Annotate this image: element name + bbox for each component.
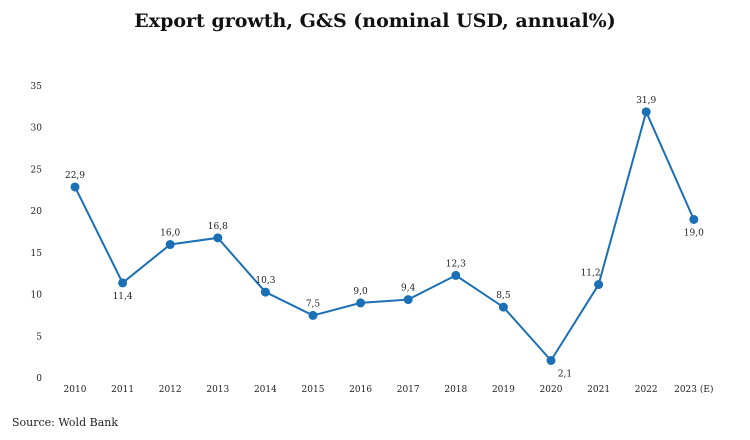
data-label: 12,3	[446, 259, 466, 269]
data-label: 16,8	[208, 222, 228, 232]
data-labels: 22,9 11,4 16,0 16,8 10,3 7,5 9,0 9,4 12,3 8,5 2,1 1…	[65, 96, 704, 380]
y-tick-label: 20	[31, 207, 43, 217]
series-line	[74, 108, 695, 363]
data-point	[403, 295, 413, 305]
y-tick-label: 5	[36, 332, 42, 342]
x-tick-label: 2019	[492, 385, 515, 395]
data-label: 22,9	[65, 171, 85, 181]
data-label: 10,3	[255, 276, 275, 286]
x-tick-label: 2017	[397, 385, 420, 395]
source-note: Source: Wold Bank	[12, 416, 119, 429]
data-label: 16,0	[160, 229, 180, 239]
data-point	[308, 310, 318, 320]
data-label: 8,5	[496, 291, 511, 301]
data-point	[451, 270, 461, 280]
data-label: 19,0	[684, 228, 704, 238]
y-tick-label: 30	[31, 124, 43, 134]
data-label: 11,2	[581, 269, 601, 279]
x-tick-label: 2022	[635, 385, 658, 395]
data-point	[356, 298, 366, 308]
x-axis-ticks: 2010 2011 2012 2013 2014 2015 2016 2017 2018 2019…	[64, 384, 714, 395]
x-tick-label: 2018	[444, 385, 467, 395]
x-tick-label: 2015	[302, 385, 325, 395]
x-tick-label: 2010	[64, 385, 87, 395]
data-point	[546, 355, 556, 365]
x-tick-label: 2023 (E)	[674, 384, 713, 395]
x-tick-label: 2013	[206, 385, 229, 395]
y-tick-label: 10	[31, 291, 43, 301]
data-points	[70, 107, 699, 365]
data-point	[70, 182, 80, 192]
x-tick-label: 2011	[111, 385, 134, 395]
x-tick-label: 2021	[587, 385, 610, 395]
chart-title: Export growth, G&S (nominal USD, annual%…	[134, 10, 616, 32]
data-point	[594, 280, 604, 290]
data-point	[689, 214, 699, 224]
y-tick-label: 25	[31, 165, 43, 175]
data-label: 11,4	[113, 292, 133, 302]
data-point	[213, 233, 223, 243]
y-tick-label: 15	[31, 249, 43, 259]
data-label: 31,9	[636, 96, 656, 106]
y-tick-label: 0	[36, 374, 42, 384]
data-label: 2,1	[558, 369, 572, 379]
data-point	[498, 302, 508, 312]
y-tick-label: 35	[31, 82, 43, 92]
data-point	[260, 287, 270, 297]
x-tick-label: 2014	[254, 385, 277, 395]
y-axis-ticks: 0 5 10 15 20 25 30 35	[31, 82, 43, 384]
x-tick-label: 2016	[349, 385, 372, 395]
data-label: 9,4	[401, 284, 416, 294]
data-point	[641, 107, 651, 117]
x-tick-label: 2012	[159, 385, 182, 395]
data-label: 9,0	[353, 287, 368, 297]
data-point	[118, 278, 128, 288]
data-point	[165, 240, 175, 250]
data-label: 7,5	[306, 299, 321, 309]
x-tick-label: 2020	[540, 385, 563, 395]
